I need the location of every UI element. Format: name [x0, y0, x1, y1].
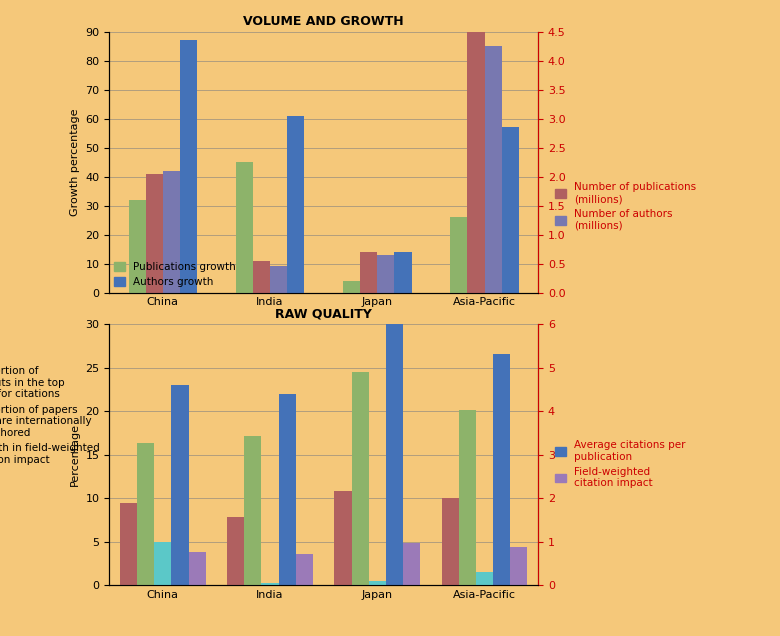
- Legend: Proportion of
outputs in the top
10% for citations, Proportion of papers
that ar: Proportion of outputs in the top 10% for…: [0, 362, 104, 469]
- Bar: [261, 583, 278, 585]
- Bar: [441, 498, 459, 585]
- Bar: [476, 572, 493, 585]
- Bar: [227, 517, 244, 585]
- Bar: [270, 266, 287, 293]
- Bar: [189, 552, 206, 585]
- Bar: [352, 372, 369, 585]
- Bar: [395, 252, 412, 293]
- Bar: [163, 171, 180, 293]
- Bar: [467, 29, 484, 293]
- Bar: [403, 543, 420, 585]
- Bar: [253, 261, 270, 293]
- Bar: [120, 502, 137, 585]
- Bar: [180, 41, 197, 293]
- Bar: [343, 281, 360, 293]
- Bar: [450, 218, 467, 293]
- Bar: [236, 162, 253, 293]
- Bar: [172, 385, 189, 585]
- Bar: [378, 255, 395, 293]
- Legend: Number of publications
(millions), Number of authors
(millions): Number of publications (millions), Numbe…: [551, 178, 700, 235]
- Y-axis label: Percentage: Percentage: [69, 423, 80, 487]
- Bar: [502, 127, 519, 293]
- Bar: [154, 542, 172, 585]
- Bar: [493, 354, 510, 585]
- Bar: [287, 116, 304, 293]
- Legend: Publications growth, Authors growth: Publications growth, Authors growth: [115, 262, 236, 287]
- Title: VOLUME AND GROWTH: VOLUME AND GROWTH: [243, 15, 404, 28]
- Bar: [278, 394, 296, 585]
- Bar: [386, 307, 403, 585]
- Bar: [244, 436, 261, 585]
- Bar: [510, 547, 527, 585]
- Y-axis label: Growth percentage: Growth percentage: [69, 108, 80, 216]
- Bar: [335, 491, 352, 585]
- Legend: Average citations per
publication, Field-weighted
citation impact: Average citations per publication, Field…: [551, 436, 690, 493]
- Bar: [360, 252, 378, 293]
- Bar: [137, 443, 154, 585]
- Bar: [296, 554, 313, 585]
- Bar: [146, 174, 163, 293]
- Bar: [484, 46, 502, 293]
- Bar: [129, 200, 146, 293]
- Bar: [459, 410, 476, 585]
- Bar: [369, 581, 386, 585]
- Title: RAW QUALITY: RAW QUALITY: [275, 307, 372, 321]
